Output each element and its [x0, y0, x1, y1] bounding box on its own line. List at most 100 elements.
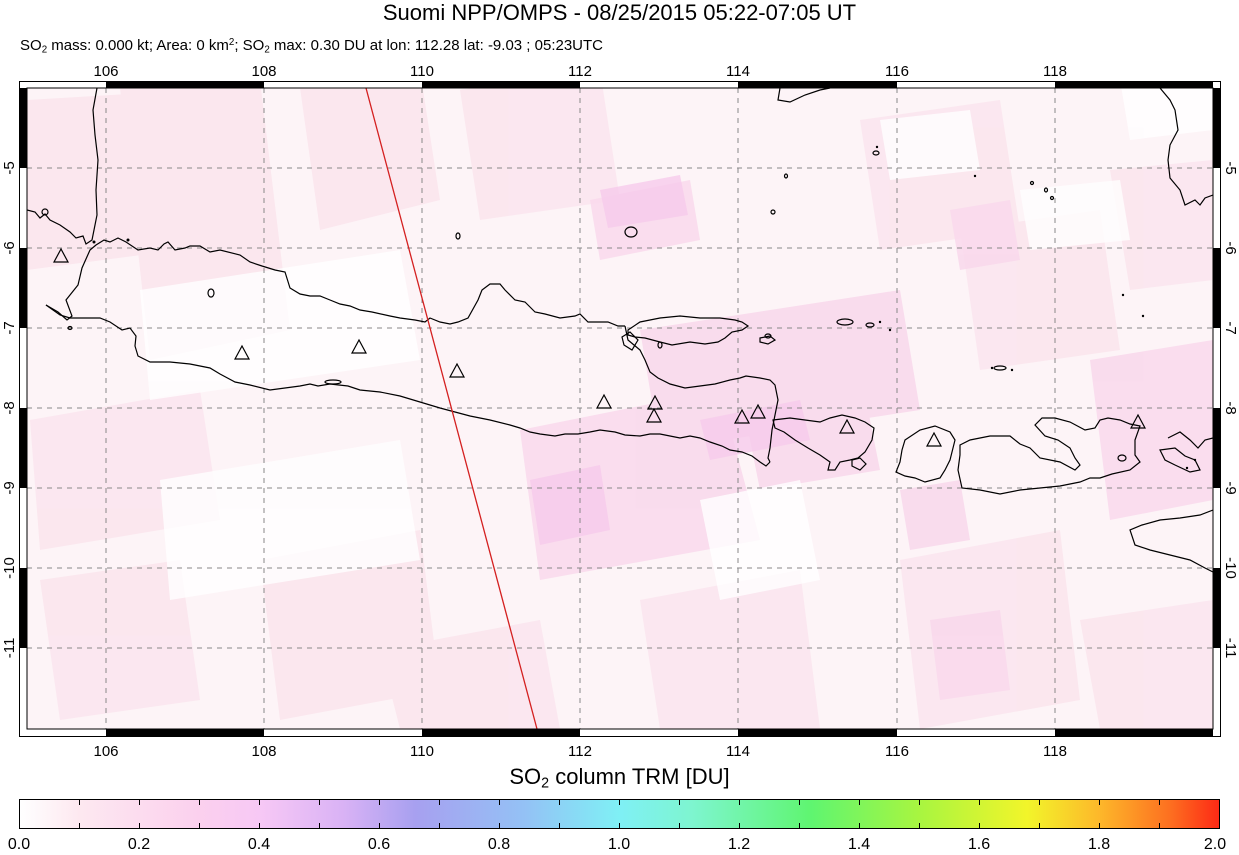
volcano-icon: [350, 338, 368, 354]
lat-label: -9: [1222, 481, 1239, 494]
lat-label: -10: [1222, 557, 1239, 579]
right-axis-labels: -5 -6 -7 -8 -9 -10 -11: [1222, 161, 1239, 658]
colorbar-tick: [199, 823, 200, 828]
colorbar-label: 0.2: [127, 836, 151, 853]
small-island-dots: [92, 145, 1197, 470]
coastlines: [27, 88, 1213, 573]
so2-field: [27, 88, 1213, 729]
lon-label: 110: [410, 743, 434, 760]
lat-label: -11: [1222, 638, 1239, 659]
lon-label: 116: [885, 63, 909, 80]
colorbar-label: 0.6: [367, 836, 391, 853]
colorbar-tick: [499, 823, 500, 828]
max-location-text: max: 0.30 DU at lon: 112.28 lat: -9.03 ;…: [269, 36, 603, 54]
colorbar-tick: [799, 823, 800, 828]
volcano-icon: [838, 418, 856, 434]
colorbar-tick: [79, 823, 80, 828]
top-axis-labels: 106 108 110 112 114 116 118: [93, 63, 1066, 80]
colorbar-tick: [919, 800, 920, 805]
colorbar-tick: [679, 823, 680, 828]
colorbar-tick: [259, 800, 260, 805]
lat-label: -10: [1, 557, 18, 579]
lat-label: -11: [1, 638, 18, 659]
lon-label: 116: [885, 743, 909, 760]
lat-label: -7: [1222, 321, 1239, 334]
lon-label: 106: [93, 63, 118, 80]
left-axis-bar: [19, 88, 27, 648]
colorbar-title: SO2 column TRM [DU]: [0, 764, 1239, 797]
colorbar-tick: [559, 800, 560, 805]
lon-label: 108: [251, 743, 276, 760]
lon-label: 108: [251, 63, 276, 80]
lat-label: -8: [1222, 401, 1239, 414]
lon-label: 118: [1043, 63, 1067, 80]
colorbar: [19, 799, 1220, 829]
colorbar-tick: [1039, 823, 1040, 828]
colorbar-tick: [979, 823, 980, 828]
so2-subscript: 2: [541, 775, 550, 792]
colorbar-tick: [619, 800, 620, 805]
colorbar-tick: [1099, 823, 1100, 828]
lat-label: -6: [1, 241, 18, 254]
lon-label: 110: [410, 63, 434, 80]
so2-label: SO: [509, 764, 542, 789]
colorbar-label: 1.2: [727, 836, 751, 853]
so2-subscript: 2: [264, 44, 270, 56]
colorbar-tick: [499, 800, 500, 805]
colorbar-tick: [139, 800, 140, 805]
colorbar-tick: [379, 823, 380, 828]
colorbar-label: 2.0: [1203, 836, 1227, 853]
lon-label: 112: [568, 743, 592, 760]
colorbar-tick: [559, 823, 560, 828]
colorbar-tick: [679, 800, 680, 805]
so2-subscript: 2: [41, 44, 48, 56]
orbit-track-line: [365, 88, 538, 729]
colorbar-label: 1.0: [607, 836, 631, 853]
colorbar-label: 0.4: [247, 836, 271, 853]
colorbar-tick: [439, 823, 440, 828]
colorbar-tick: [259, 823, 260, 828]
so2-label: SO: [20, 36, 42, 54]
colorbar-label: 1.8: [1087, 836, 1111, 853]
volcano-icon: [448, 362, 466, 378]
lon-label: 106: [93, 743, 118, 760]
lat-label: -5: [1222, 161, 1239, 174]
colorbar-tick: [739, 800, 740, 805]
volcano-icon: [733, 408, 751, 424]
colorbar-tick: [979, 800, 980, 805]
lat-label: -5: [1, 161, 18, 174]
volcano-icon: [595, 393, 613, 409]
lat-label: -7: [1, 321, 18, 334]
volcano-icon: [646, 394, 664, 410]
left-axis-labels: -5 -6 -7 -8 -9 -10 -11: [1, 161, 18, 658]
colorbar-tick: [859, 823, 860, 828]
mass-area-text: mass: 0.000 kt; Area: 0 km: [47, 36, 229, 54]
colorbar-tick: [1099, 800, 1100, 805]
area-superscript: 2: [228, 37, 235, 48]
graticule: [27, 88, 1213, 729]
colorbar-tick: [319, 800, 320, 805]
volcano-icon: [1129, 413, 1147, 429]
colorbar-label: 0.8: [487, 836, 511, 853]
map-title: Suomi NPP/OMPS - 08/25/2015 05:22-07:05 …: [382, 0, 857, 25]
lon-label: 114: [726, 743, 750, 760]
lon-label: 118: [1043, 743, 1067, 760]
volcano-markers: [52, 247, 1147, 447]
top-axis-bar: [106, 81, 1213, 88]
colorbar-tick: [319, 823, 320, 828]
volcano-icon: [645, 407, 663, 423]
lon-label: 114: [726, 63, 750, 80]
colorbar-tick: [1159, 800, 1160, 805]
colorbar-tick: [799, 800, 800, 805]
colorbar-tick: [1039, 800, 1040, 805]
lat-label: -9: [1, 481, 18, 494]
so2-map: 106 108 110 112 114 116 118 106 108 110 …: [1, 63, 1239, 760]
volcano-icon: [52, 247, 70, 263]
colorbar-units: column TRM [DU]: [549, 764, 730, 789]
lon-label: 112: [568, 63, 592, 80]
colorbar-label: 1.4: [847, 836, 871, 853]
colorbar-label: 1.6: [967, 836, 991, 853]
colorbar-tick: [439, 800, 440, 805]
colorbar-tick: [199, 800, 200, 805]
bottom-axis-labels: 106 108 110 112 114 116 118: [93, 743, 1066, 760]
